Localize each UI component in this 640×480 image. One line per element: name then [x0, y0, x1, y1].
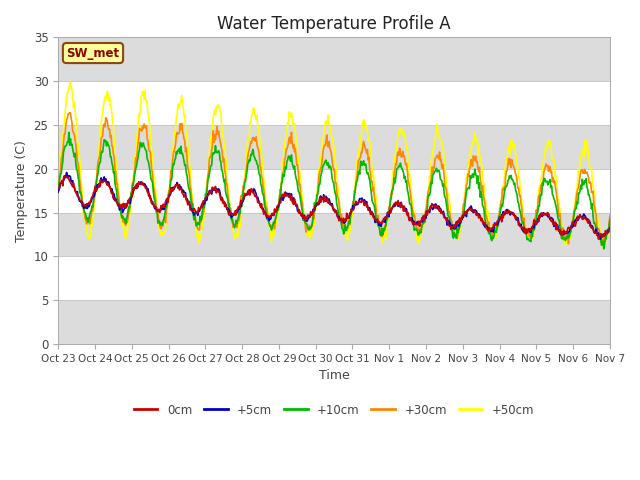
- X-axis label: Time: Time: [319, 369, 349, 382]
- Bar: [58, 256, 610, 300]
- Legend: 0cm, +5cm, +10cm, +30cm, +50cm: 0cm, +5cm, +10cm, +30cm, +50cm: [129, 399, 539, 421]
- Y-axis label: Temperature (C): Temperature (C): [15, 140, 28, 241]
- Bar: [58, 125, 610, 169]
- Bar: [58, 81, 610, 125]
- Bar: [58, 169, 610, 213]
- Bar: [58, 213, 610, 256]
- Bar: [58, 300, 610, 344]
- Bar: [58, 37, 610, 81]
- Title: Water Temperature Profile A: Water Temperature Profile A: [217, 15, 451, 33]
- Text: SW_met: SW_met: [67, 47, 120, 60]
